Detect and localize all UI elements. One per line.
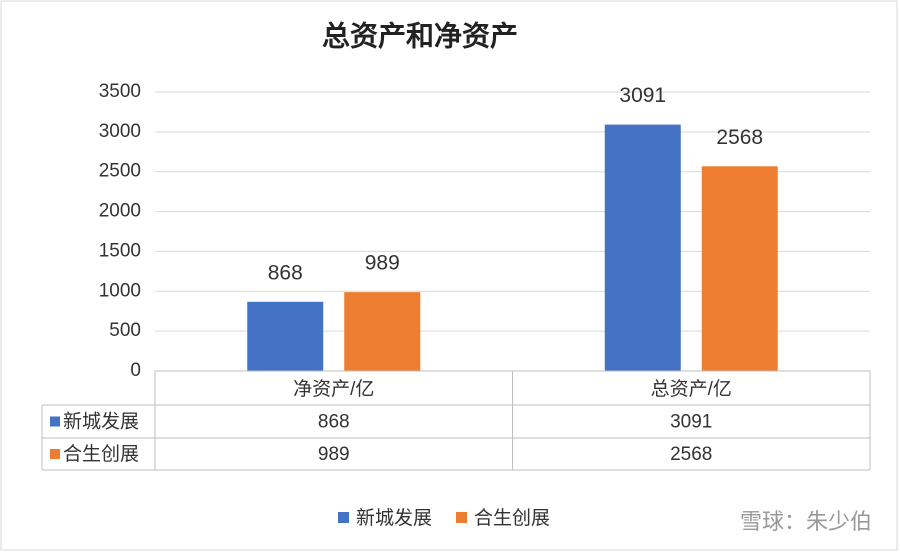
y-tick-label: 1000 (99, 280, 141, 301)
table-cell: 868 (318, 412, 350, 433)
chart-title: 总资产和净资产 (322, 20, 518, 51)
y-tick-label: 3500 (99, 81, 141, 102)
table-legend-key (50, 416, 60, 427)
bar (247, 301, 324, 371)
bar (604, 124, 681, 371)
y-tick-label: 3000 (99, 121, 141, 142)
table-row-label: 合生创展 (63, 443, 139, 465)
legend-key (456, 512, 467, 523)
data-label: 2568 (716, 126, 763, 149)
legend-label: 合生创展 (474, 507, 550, 529)
table-legend-key (50, 449, 60, 459)
watermark: 雪球：朱少伯 (740, 509, 872, 534)
table-cell: 3091 (670, 412, 712, 433)
legend-label: 新城发展 (356, 507, 432, 529)
y-tick-label: 2000 (99, 201, 141, 222)
y-tick-label: 2500 (99, 161, 141, 182)
data-label: 868 (268, 261, 303, 284)
x-tick-label: 净资产/亿 (293, 378, 374, 400)
table-cell: 989 (318, 444, 350, 465)
bar (344, 292, 421, 371)
table-cell: 2568 (670, 444, 712, 465)
bar (701, 166, 778, 371)
y-tick-label: 0 (130, 360, 141, 381)
y-tick-label: 500 (109, 320, 141, 341)
data-label: 989 (365, 252, 400, 275)
legend-key (338, 512, 349, 523)
table-row-label: 新城发展 (63, 411, 139, 433)
x-tick-label: 总资产/亿 (651, 378, 732, 400)
y-tick-label: 1500 (99, 240, 141, 261)
data-label: 3091 (619, 84, 666, 107)
